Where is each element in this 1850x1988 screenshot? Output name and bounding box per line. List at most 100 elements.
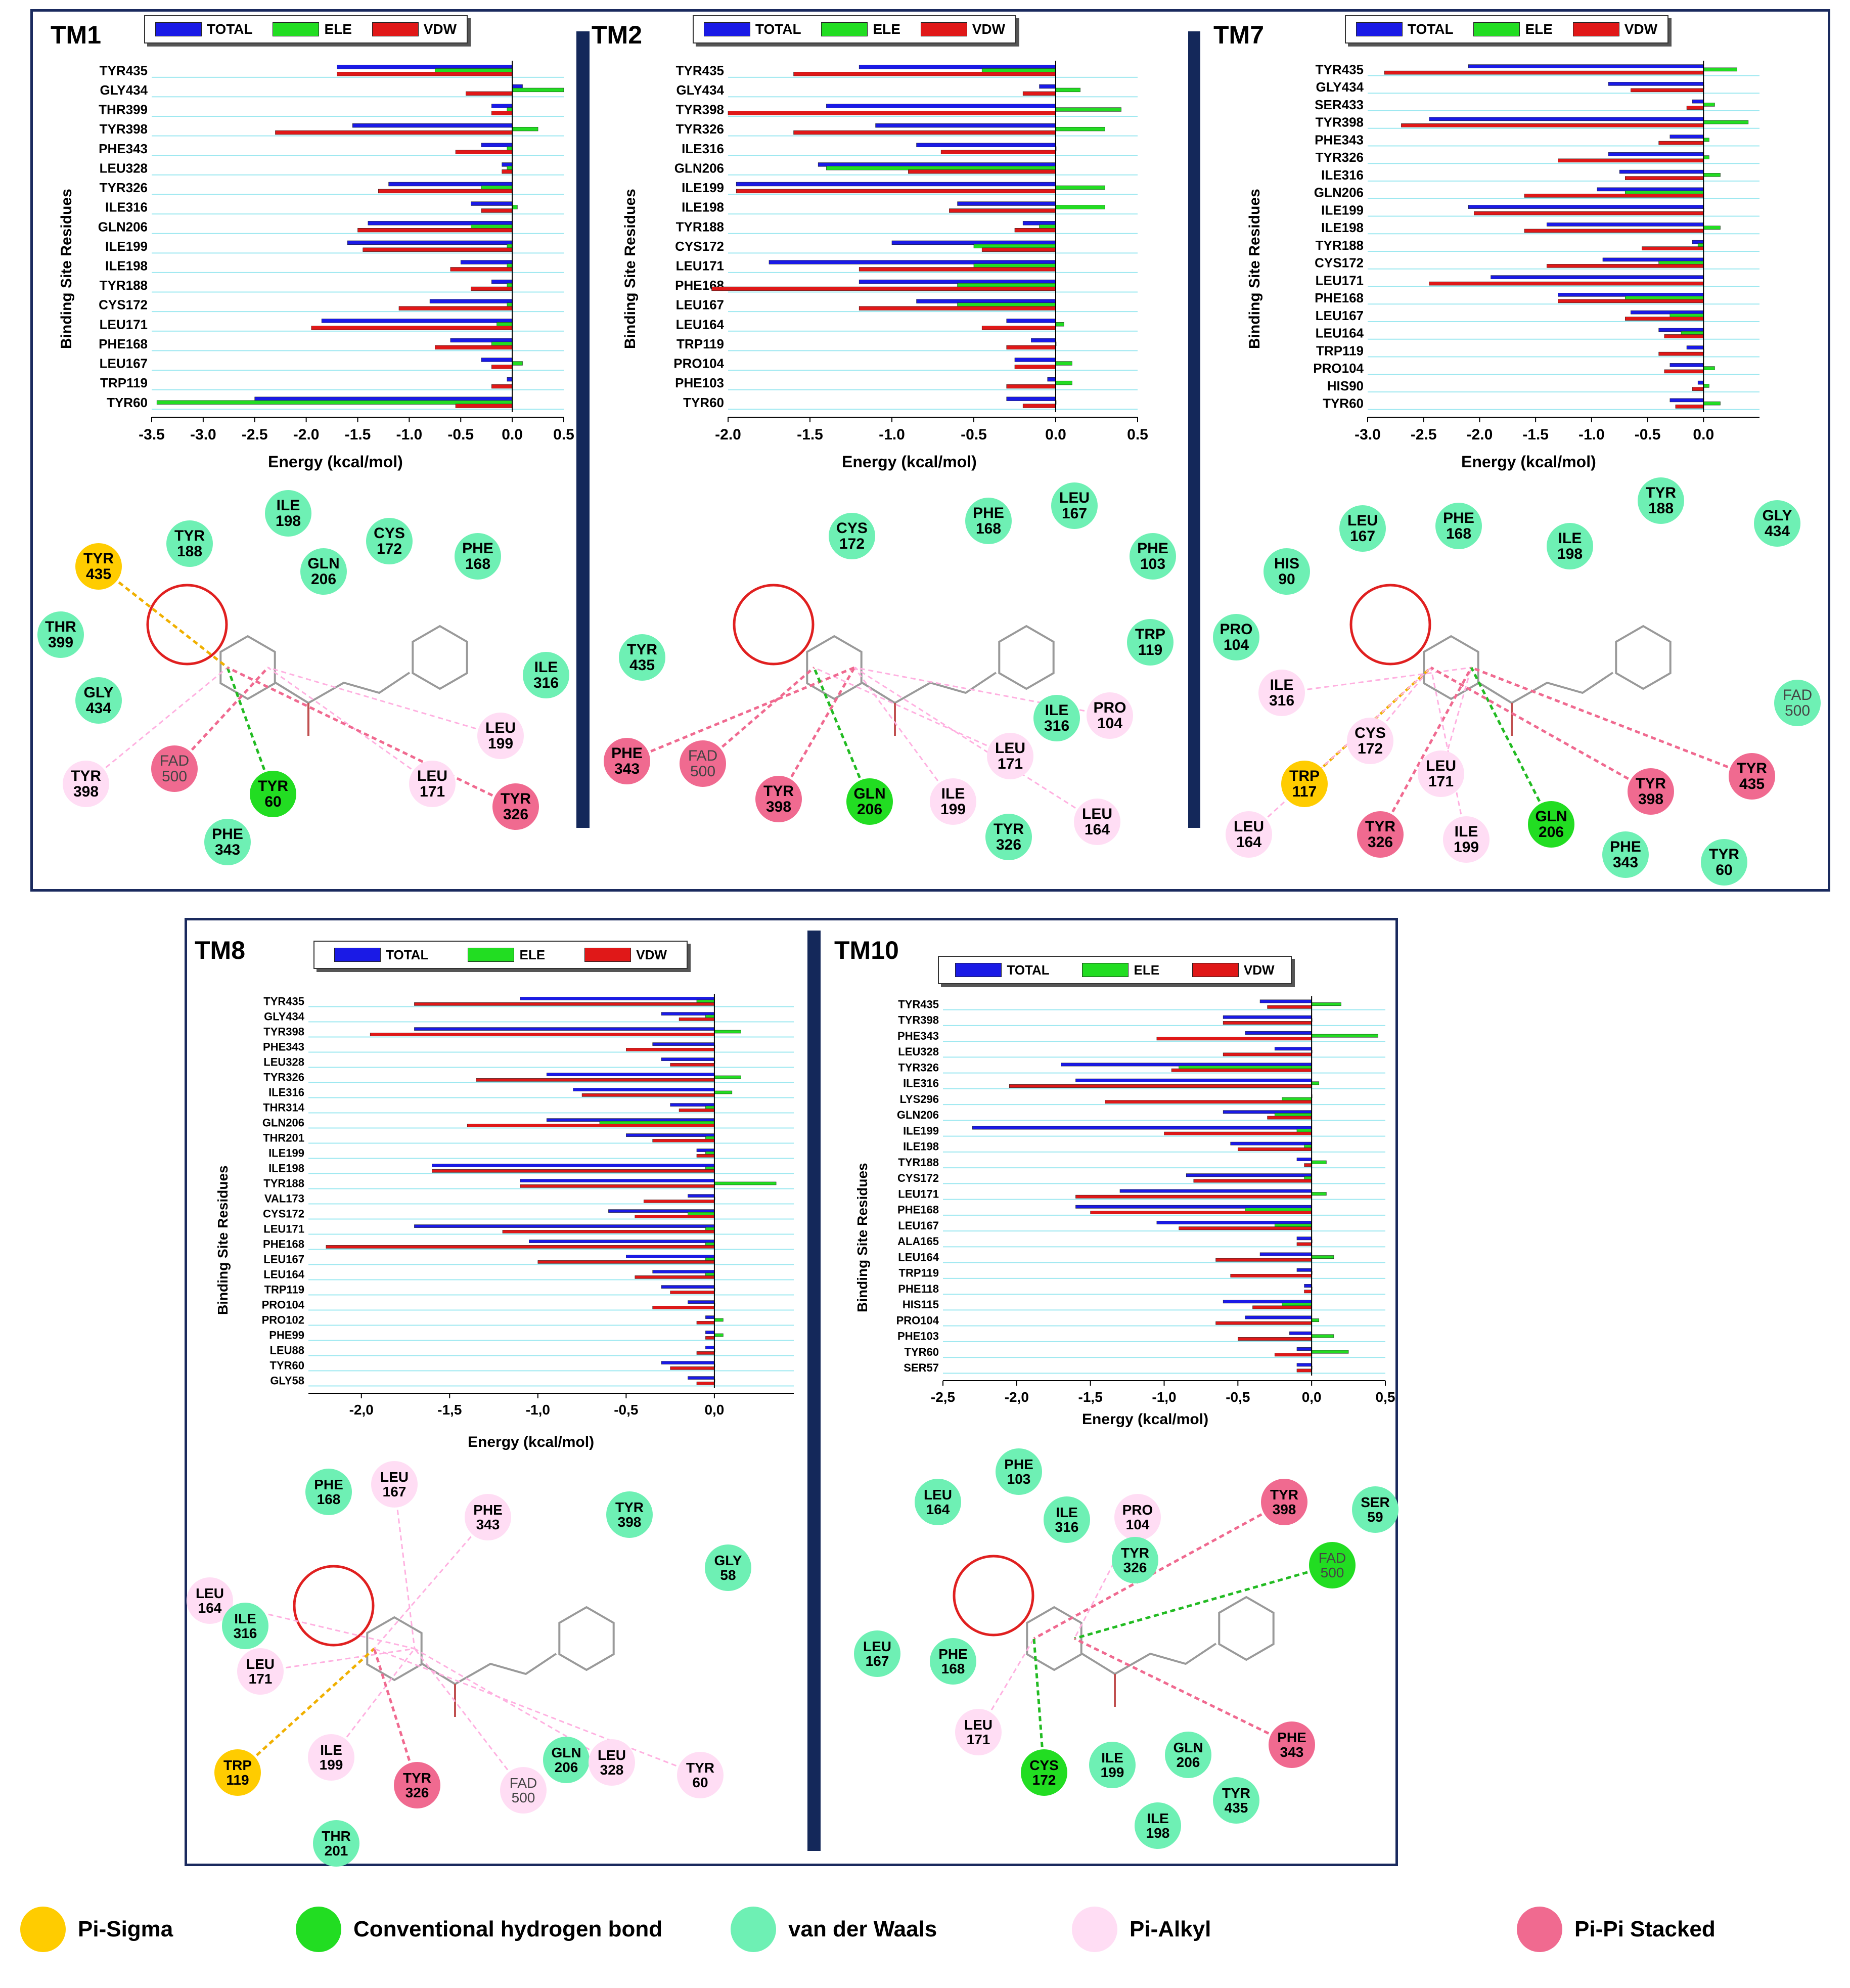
residue-number: 500: [690, 763, 716, 780]
residue-name: ILE: [1147, 1810, 1169, 1826]
residue-node: TYR 60: [1701, 839, 1747, 886]
residue-name: PHE: [212, 825, 243, 843]
residue-node: LEU 199: [477, 713, 524, 759]
residue-node: TRP 117: [1281, 761, 1328, 807]
residue-node: GLN 206: [1165, 1732, 1211, 1778]
residue-name: FAD: [688, 747, 718, 764]
residue-name: TYR: [627, 641, 657, 658]
residue-number: 398: [765, 799, 792, 815]
residue-name: LEU: [1059, 489, 1090, 506]
x-axis-label: Energy (kcal/mol): [1461, 453, 1596, 471]
residue-number: 316: [533, 675, 559, 691]
residue-node: GLN 206: [1528, 801, 1574, 848]
residue-name: TYR: [994, 820, 1024, 837]
residue-number: 103: [1140, 556, 1166, 572]
legend-item-total: TOTAL: [1356, 21, 1454, 37]
legend-label-vdw: VDW: [972, 21, 1006, 37]
residue-name: CYS: [836, 519, 868, 537]
residue-name: FAD: [509, 1775, 537, 1791]
legend-item-total: TOTAL: [955, 962, 1050, 978]
divider-1: [576, 31, 590, 828]
residue-name: LEU: [1426, 757, 1456, 774]
residue-name: TYR: [763, 782, 794, 800]
residue-number: 326: [1123, 1560, 1147, 1575]
residue-name: ILE: [1454, 823, 1478, 840]
residue-name: TYR: [1121, 1544, 1149, 1561]
residue-node: LEU 164: [1074, 799, 1120, 845]
residue-number: 206: [856, 801, 883, 818]
residue-node: ILE 316: [523, 652, 569, 698]
legend-vdw-label: van der Waals: [788, 1917, 937, 1941]
residue-name: PHE: [462, 540, 493, 557]
residue-name: LEU: [863, 1638, 891, 1654]
residue-node: TYR 398: [63, 761, 109, 807]
legend-swatch-ele: [273, 22, 320, 36]
legend-label-ele: ELE: [519, 947, 546, 962]
residue-name: LEU: [485, 719, 516, 736]
legend-item-total: TOTAL: [703, 21, 801, 37]
residue-node: GLY 434: [1754, 500, 1800, 547]
residue-name: GLY: [1762, 507, 1792, 524]
residue-name: PHE: [1277, 1729, 1306, 1745]
legend-vdw: van der Waals: [731, 1907, 937, 1952]
pi-alkyl-swatch: [1072, 1907, 1117, 1952]
residue-name: PHE: [611, 744, 643, 762]
residue-number: 167: [1061, 505, 1088, 522]
residue-node: LEU 328: [589, 1739, 635, 1786]
residue-number: 164: [198, 1600, 222, 1616]
residue-number: 435: [1224, 1800, 1248, 1816]
residue-name: PHE: [973, 504, 1004, 521]
residue-node: ILE 199: [930, 778, 976, 825]
legend-pi-sigma: Pi-Sigma: [20, 1907, 173, 1952]
residue-number: 435: [85, 566, 112, 583]
residue-name: THR: [45, 618, 76, 635]
residue-name: GLN: [307, 555, 340, 572]
residue-number: 500: [1320, 1565, 1344, 1580]
legend-swatch-total: [955, 963, 1002, 977]
residue-number: 172: [839, 536, 865, 552]
legend-item-vdw: VDW: [1192, 962, 1275, 978]
residue-node: ILE 316: [1033, 695, 1080, 741]
hbond-swatch: [296, 1907, 341, 1952]
residue-number: 199: [1100, 1764, 1124, 1780]
residue-number: 119: [1138, 642, 1163, 658]
residue-name: GLN: [1173, 1739, 1203, 1755]
residue-number: 343: [614, 761, 640, 777]
residue-node: TYR 398: [1628, 768, 1674, 815]
residue-number: 60: [1716, 862, 1733, 878]
residue-name: FAD: [1318, 1550, 1346, 1566]
legend-pi-pi: Pi-Pi Stacked: [1517, 1907, 1716, 1952]
residue-name: PHE: [473, 1501, 503, 1518]
legend-label-total: TOTAL: [206, 21, 253, 37]
legend-label-vdw: VDW: [423, 21, 457, 37]
residue-node: TYR 188: [1638, 477, 1684, 524]
residue-number: 326: [996, 836, 1022, 853]
residue-node: FAD 500: [1774, 680, 1821, 726]
y-axis-label: Binding Site Residues: [215, 1165, 231, 1315]
residue-number: 172: [1032, 1772, 1056, 1788]
residue-name: CYS: [1355, 724, 1386, 741]
residue-number: 398: [617, 1514, 642, 1530]
residue-number: 60: [264, 793, 282, 810]
panel-title: TM10: [834, 936, 899, 964]
residue-name: CYS: [1029, 1757, 1059, 1773]
residue-name: LEU: [380, 1469, 409, 1485]
residue-node: TYR 435: [75, 543, 122, 590]
residue-number: 164: [1236, 834, 1262, 851]
x-axis-label: Energy (kcal/mol): [468, 1434, 595, 1450]
residue-node: CYS 172: [366, 518, 413, 564]
residue-number: 201: [324, 1843, 348, 1859]
residue-node: TYR 398: [755, 776, 802, 822]
residue-node: GLY 58: [705, 1544, 751, 1591]
residue-number: 103: [1007, 1471, 1031, 1487]
legend-item-ele: ELE: [273, 21, 352, 37]
residue-number: 326: [405, 1785, 429, 1800]
residue-name: LEU: [417, 767, 447, 784]
residue-name: ILE: [1558, 529, 1582, 547]
residue-number: 326: [503, 806, 529, 823]
residue-name: CYS: [374, 524, 405, 542]
residue-number: 171: [419, 783, 445, 800]
residue-node: LEU 167: [1339, 505, 1386, 552]
residue-node: LEU 171: [1418, 750, 1464, 797]
residue-name: PHE: [1610, 838, 1641, 855]
